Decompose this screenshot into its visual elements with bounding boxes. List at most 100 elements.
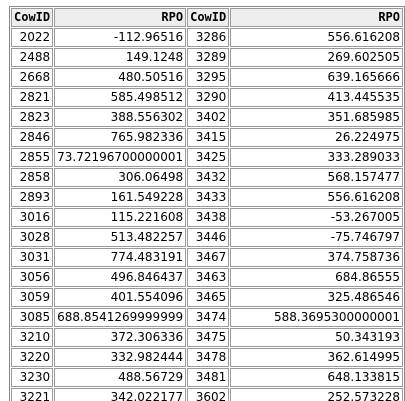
cell-rpo-left: 115.221608 (54, 208, 187, 227)
table-row: 2855 73.72196700000001 3425 333.289033 (11, 148, 403, 167)
cell-rpo-right: 556.616208 (230, 188, 403, 207)
table-row: 3220 332.982444 3478 362.614995 (11, 348, 403, 367)
table-row: 2858 306.06498 3432 568.157477 (11, 168, 403, 187)
cell-rpo-right: 556.616208 (230, 28, 403, 47)
cell-rpo-left: 388.556302 (54, 108, 187, 127)
cell-rpo-right: 333.289033 (230, 148, 403, 167)
cell-rpo-left: 149.1248 (54, 48, 187, 67)
table-row: 2893 161.549228 3433 556.616208 (11, 188, 403, 207)
cell-rpo-left: 306.06498 (54, 168, 187, 187)
cell-cowid-left: 2668 (11, 68, 54, 87)
cell-rpo-left: 480.50516 (54, 68, 187, 87)
table-row: 2668 480.50516 3295 639.165666 (11, 68, 403, 87)
cell-rpo-left: 342.022177 (54, 388, 187, 401)
cell-rpo-left: 774.483191 (54, 248, 187, 267)
table-row: 3031 774.483191 3467 374.758736 (11, 248, 403, 267)
cell-rpo-left: 161.549228 (54, 188, 187, 207)
cell-cowid-left: 2022 (11, 28, 54, 47)
cell-cowid-right: 3295 (187, 68, 230, 87)
cell-cowid-right: 3415 (187, 128, 230, 147)
cell-rpo-right: 648.133815 (230, 368, 403, 387)
cell-rpo-right: 588.3695300000001 (230, 308, 403, 327)
cell-cowid-left: 3031 (11, 248, 54, 267)
table-row: 3230 488.56729 3481 648.133815 (11, 368, 403, 387)
cell-cowid-left: 2893 (11, 188, 54, 207)
column-header-cowid-left[interactable]: CowID (11, 8, 54, 27)
cell-rpo-right: 26.224975 (230, 128, 403, 147)
table-row: 3056 496.846437 3463 684.86555 (11, 268, 403, 287)
table-row: 2821 585.498512 3290 413.445535 (11, 88, 403, 107)
cell-cowid-right: 3433 (187, 188, 230, 207)
table-row: 3085 688.8541269999999 3474 588.36953000000… (11, 308, 403, 327)
cell-cowid-left: 2823 (11, 108, 54, 127)
cell-rpo-left: 372.306336 (54, 328, 187, 347)
cell-rpo-left: 765.982336 (54, 128, 187, 147)
cell-cowid-right: 3465 (187, 288, 230, 307)
cell-cowid-left: 3056 (11, 268, 54, 287)
cell-cowid-left: 3059 (11, 288, 54, 307)
table-row: 3016 115.221608 3438 -53.267005 (11, 208, 403, 227)
cell-cowid-left: 2488 (11, 48, 54, 67)
table-row: 2823 388.556302 3402 351.685985 (11, 108, 403, 127)
cell-rpo-left: 73.72196700000001 (54, 148, 187, 167)
table-row: 2488 149.1248 3289 269.602505 (11, 48, 403, 67)
cell-rpo-right: 413.445535 (230, 88, 403, 107)
cell-cowid-left: 3220 (11, 348, 54, 367)
cell-rpo-left: 332.982444 (54, 348, 187, 367)
table-row: 3059 401.554096 3465 325.486546 (11, 288, 403, 307)
cell-cowid-right: 3438 (187, 208, 230, 227)
cell-cowid-right: 3481 (187, 368, 230, 387)
cell-rpo-right: -53.267005 (230, 208, 403, 227)
column-header-rpo-right[interactable]: RPO (230, 8, 403, 27)
cell-rpo-right: 252.573228 (230, 388, 403, 401)
cell-rpo-right: 362.614995 (230, 348, 403, 367)
cell-cowid-right: 3602 (187, 388, 230, 401)
cell-cowid-right: 3446 (187, 228, 230, 247)
cell-cowid-right: 3463 (187, 268, 230, 287)
cell-cowid-left: 3028 (11, 228, 54, 247)
cell-rpo-left: 401.554096 (54, 288, 187, 307)
cell-cowid-left: 3221 (11, 388, 54, 401)
column-header-rpo-left[interactable]: RPO (54, 8, 187, 27)
cell-cowid-right: 3289 (187, 48, 230, 67)
cell-rpo-right: 639.165666 (230, 68, 403, 87)
cell-rpo-left: -112.96516 (54, 28, 187, 47)
cell-cowid-left: 3085 (11, 308, 54, 327)
header-row: CowID RPO CowID RPO (11, 8, 403, 27)
table-row: 3028 513.482257 3446 -75.746797 (11, 228, 403, 247)
cell-rpo-left: 513.482257 (54, 228, 187, 247)
column-header-cowid-right[interactable]: CowID (187, 8, 230, 27)
cell-rpo-right: 374.758736 (230, 248, 403, 267)
cell-rpo-right: 568.157477 (230, 168, 403, 187)
cell-rpo-left: 585.498512 (54, 88, 187, 107)
table-row: 2846 765.982336 3415 26.224975 (11, 128, 403, 147)
cell-rpo-right: 325.486546 (230, 288, 403, 307)
cell-cowid-left: 3016 (11, 208, 54, 227)
cell-rpo-right: 684.86555 (230, 268, 403, 287)
table-viewport: CowID RPO CowID RPO 2022 -112.96516 3286 55… (9, 6, 405, 401)
cell-rpo-left: 488.56729 (54, 368, 187, 387)
cell-cowid-left: 3230 (11, 368, 54, 387)
cell-rpo-right: -75.746797 (230, 228, 403, 247)
cell-rpo-right: 269.602505 (230, 48, 403, 67)
table-header: CowID RPO CowID RPO (11, 8, 403, 27)
cell-cowid-right: 3474 (187, 308, 230, 327)
cell-cowid-right: 3478 (187, 348, 230, 367)
cell-cowid-right: 3475 (187, 328, 230, 347)
cell-cowid-right: 3467 (187, 248, 230, 267)
data-table: CowID RPO CowID RPO 2022 -112.96516 3286 55… (9, 6, 405, 401)
cell-cowid-left: 2846 (11, 128, 54, 147)
table-row: 3221 342.022177 3602 252.573228 (11, 388, 403, 401)
cell-cowid-left: 2855 (11, 148, 54, 167)
cell-cowid-left: 2821 (11, 88, 54, 107)
cell-cowid-right: 3290 (187, 88, 230, 107)
table-body: 2022 -112.96516 3286 556.616208 2488 149.1248… (11, 28, 403, 401)
cell-cowid-right: 3425 (187, 148, 230, 167)
cell-rpo-left: 496.846437 (54, 268, 187, 287)
cell-cowid-right: 3402 (187, 108, 230, 127)
cell-cowid-left: 3210 (11, 328, 54, 347)
table-row: 2022 -112.96516 3286 556.616208 (11, 28, 403, 47)
cell-rpo-right: 351.685985 (230, 108, 403, 127)
cell-cowid-left: 2858 (11, 168, 54, 187)
cell-rpo-left: 688.8541269999999 (54, 308, 187, 327)
